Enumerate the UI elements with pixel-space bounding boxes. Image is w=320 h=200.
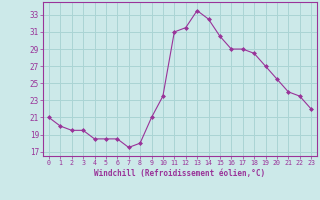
X-axis label: Windchill (Refroidissement éolien,°C): Windchill (Refroidissement éolien,°C) — [94, 169, 266, 178]
